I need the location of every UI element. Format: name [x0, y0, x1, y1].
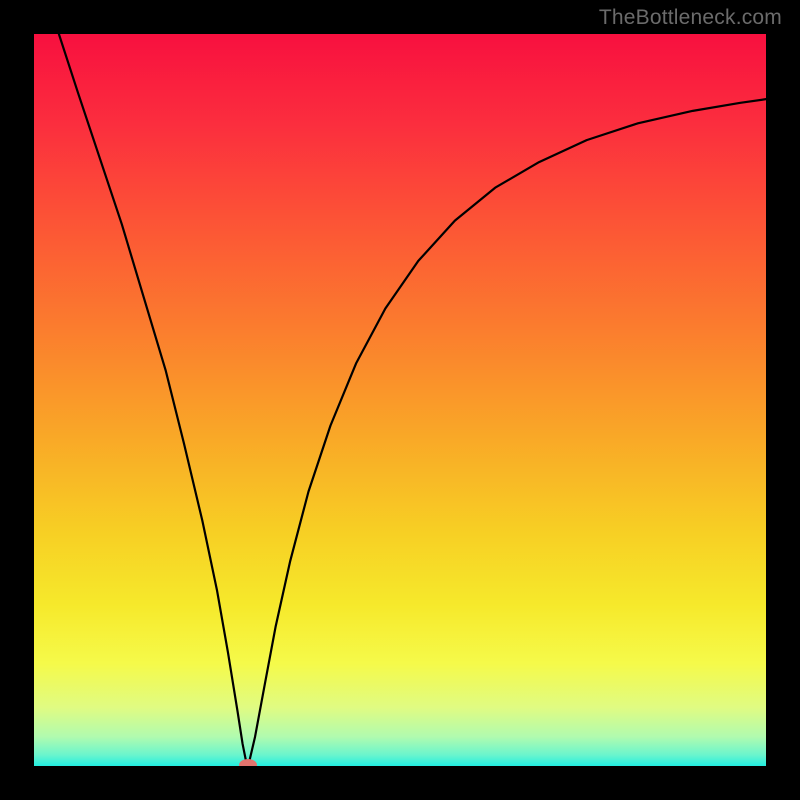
chart-curve: [34, 34, 766, 766]
watermark-text: TheBottleneck.com: [599, 6, 782, 30]
chart-plot-area: [34, 34, 766, 766]
chart-minimum-marker: [239, 759, 257, 766]
